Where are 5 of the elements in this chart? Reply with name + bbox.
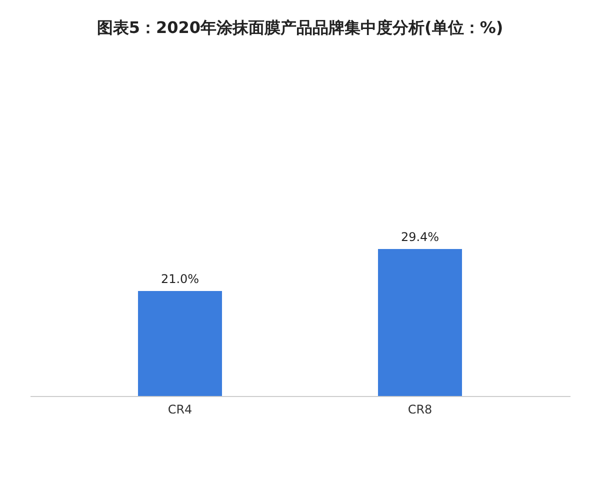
data-label: 29.4% (400, 230, 440, 244)
x-tick-label: CR4 (168, 402, 192, 416)
data-label: 21.0% (160, 272, 200, 286)
x-tick-label: CR8 (408, 402, 432, 416)
chart-title: 图表5：2020年涂抹面膜产品品牌集中度分析(单位：%) (96, 18, 504, 37)
